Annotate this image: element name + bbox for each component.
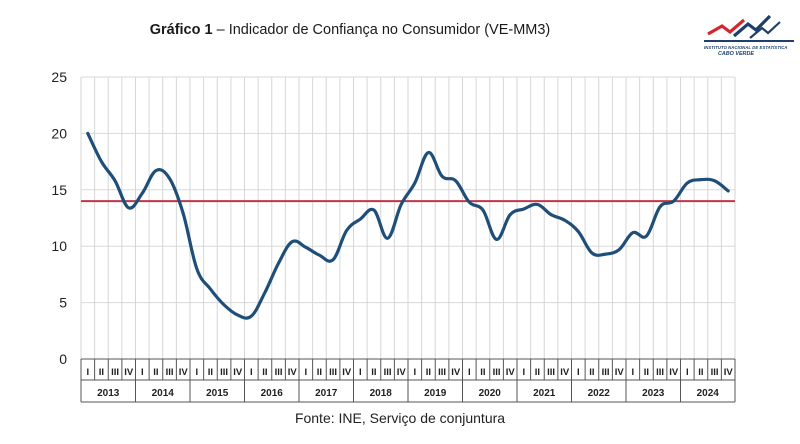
x-tick-quarter: III [602, 367, 610, 378]
x-tick-quarter: IV [342, 367, 352, 378]
x-tick-quarter: I [468, 367, 471, 378]
series-line [86, 131, 730, 320]
x-tick-quarter: IV [179, 367, 189, 378]
x-tick-year: 2013 [97, 388, 120, 399]
x-tick-year: 2024 [697, 388, 720, 399]
chart-title: Gráfico 1 – Indicador de Confiança no Co… [110, 22, 590, 38]
x-tick-quarter: IV [288, 367, 298, 378]
x-tick-quarter: II [535, 367, 540, 378]
x-tick-quarter: I [631, 367, 634, 378]
y-tick-label: 10 [51, 238, 67, 254]
x-tick-quarter: IV [724, 367, 734, 378]
x-tick-quarter: III [220, 367, 228, 378]
x-tick-quarter: III [329, 367, 337, 378]
x-tick-quarter: II [589, 367, 594, 378]
x-tick-quarter: III [384, 367, 392, 378]
x-tick-year: 2020 [479, 388, 502, 399]
x-tick-year: 2018 [370, 388, 393, 399]
y-tick-label: 20 [51, 125, 67, 141]
x-tick-quarter: II [262, 367, 267, 378]
x-tick-quarter: II [371, 367, 376, 378]
x-tick-year: 2021 [533, 388, 556, 399]
x-tick-quarter: I [250, 367, 253, 378]
x-tick-quarter: II [698, 367, 703, 378]
x-tick-quarter: IV [451, 367, 461, 378]
x-tick-year: 2022 [588, 388, 611, 399]
y-tick-label: 0 [59, 351, 67, 367]
x-tick-quarter: II [644, 367, 649, 378]
x-tick-quarter: I [141, 367, 144, 378]
x-tick-year: 2019 [424, 388, 447, 399]
x-tick-quarter: I [359, 367, 362, 378]
x-tick-quarter: I [86, 367, 89, 378]
x-tick-quarter: III [656, 367, 664, 378]
x-tick-quarter: II [208, 367, 213, 378]
logo-country-name: CABO VERDE [718, 51, 754, 57]
ine-logo-mark [704, 14, 794, 42]
x-tick-quarter: IV [397, 367, 407, 378]
x-tick-quarter: II [99, 367, 104, 378]
x-tick-year: 2015 [206, 388, 229, 399]
chart-title-bold: Gráfico 1 [149, 22, 213, 38]
y-tick-label: 5 [59, 295, 67, 311]
x-tick-quarter: II [153, 367, 158, 378]
x-tick-quarter: I [413, 367, 416, 378]
x-tick-year: 2017 [315, 388, 338, 399]
x-tick-quarter: III [711, 367, 719, 378]
x-tick-quarter: IV [233, 367, 243, 378]
y-tick-label: 25 [51, 69, 67, 85]
x-tick-quarter: IV [669, 367, 679, 378]
x-tick-quarter: I [577, 367, 580, 378]
x-tick-quarter: II [317, 367, 322, 378]
ine-logo: INSTITUTO NACIONAL DE ESTATÍSTICA CABO V… [704, 12, 794, 62]
x-tick-quarter: I [304, 367, 307, 378]
chart-title-text: – Indicador de Confiança no Consumidor (… [212, 22, 551, 38]
x-tick-quarter: IV [560, 367, 570, 378]
x-tick-quarter: III [111, 367, 119, 378]
x-tick-year: 2023 [642, 388, 665, 399]
x-tick-quarter: III [166, 367, 174, 378]
x-tick-year: 2016 [261, 388, 284, 399]
logo-institute-name: INSTITUTO NACIONAL DE ESTATÍSTICA [704, 45, 788, 50]
x-tick-year: 2014 [152, 388, 175, 399]
x-tick-quarter: IV [506, 367, 516, 378]
x-tick-quarter: I [686, 367, 689, 378]
x-tick-quarter: IV [615, 367, 625, 378]
x-tick-quarter: I [195, 367, 198, 378]
x-tick-quarter: III [438, 367, 446, 378]
x-tick-quarter: III [547, 367, 555, 378]
x-tick-quarter: III [275, 367, 283, 378]
y-tick-label: 15 [51, 182, 67, 198]
x-tick-quarter: II [480, 367, 485, 378]
x-tick-quarter: III [493, 367, 501, 378]
x-tick-quarter: II [426, 367, 431, 378]
x-tick-quarter: I [522, 367, 525, 378]
x-tick-quarter: IV [124, 367, 134, 378]
chart-source: Fonte: INE, Serviço de conjuntura [294, 410, 506, 426]
